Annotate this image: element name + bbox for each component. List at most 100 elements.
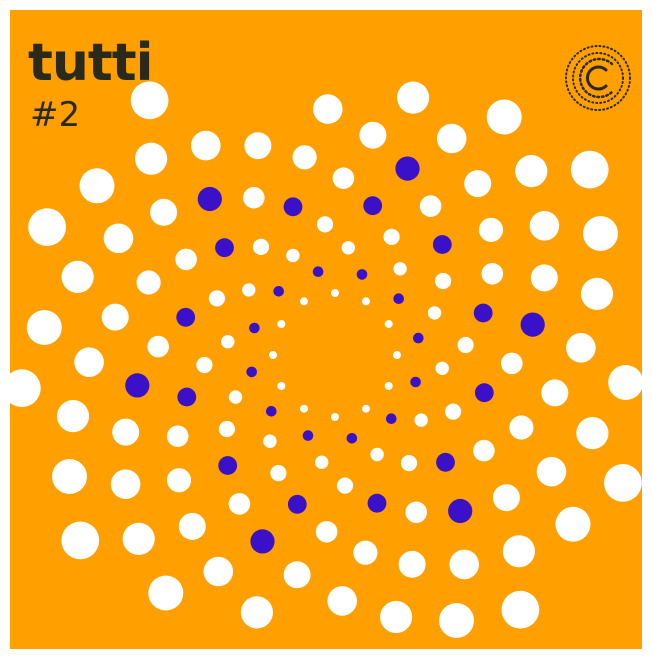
dot: [263, 435, 276, 448]
dot: [219, 421, 235, 437]
dot: [576, 417, 608, 449]
dot: [300, 405, 308, 413]
dot: [384, 229, 400, 245]
dot: [337, 478, 353, 494]
dot: [556, 507, 591, 542]
dot: [327, 586, 357, 616]
dot: [502, 591, 540, 629]
dot: [393, 293, 404, 304]
dot: [420, 195, 442, 217]
dot: [397, 82, 429, 114]
title: tutti: [28, 33, 152, 93]
dot: [123, 523, 155, 555]
dot: [331, 289, 339, 297]
dot: [303, 430, 314, 441]
dot: [315, 456, 328, 469]
dot: [244, 132, 271, 159]
dot: [521, 313, 545, 337]
dot: [353, 541, 377, 565]
dot: [362, 297, 370, 305]
dot: [333, 167, 355, 189]
dot: [393, 262, 406, 275]
dot: [608, 365, 643, 400]
dot: [246, 367, 257, 378]
dot: [131, 81, 169, 119]
dot: [399, 551, 426, 578]
dot: [102, 304, 129, 331]
dot: [112, 419, 139, 446]
dot: [104, 224, 134, 254]
dot: [363, 196, 382, 215]
dot: [479, 218, 503, 242]
dot: [537, 457, 567, 487]
dot: [196, 357, 212, 373]
dot: [111, 469, 141, 499]
dot: [385, 382, 393, 390]
dot: [204, 557, 234, 587]
dot: [474, 304, 493, 323]
dot: [28, 208, 66, 246]
dot: [313, 94, 343, 124]
dot: [448, 499, 472, 523]
dot: [137, 270, 161, 294]
dot: [357, 269, 368, 280]
dot: [604, 464, 642, 502]
dot: [571, 151, 609, 189]
dot: [277, 320, 285, 328]
dot: [191, 131, 221, 161]
dot: [331, 413, 339, 421]
dot: [293, 145, 317, 169]
dot: [215, 238, 234, 257]
dot: [464, 170, 491, 197]
dot: [135, 143, 167, 175]
dot: [380, 601, 412, 633]
dot: [503, 535, 535, 567]
dot: [433, 235, 452, 254]
dot: [52, 459, 87, 494]
dot: [198, 187, 222, 211]
dot: [566, 333, 596, 363]
dot: [241, 596, 273, 628]
dot: [250, 529, 274, 553]
dot: [415, 413, 428, 426]
dot: [515, 155, 547, 187]
dot: [428, 306, 441, 319]
dot: [221, 335, 234, 348]
dot: [3, 369, 41, 407]
dot: [286, 249, 299, 262]
dot: [61, 522, 99, 560]
dot: [317, 216, 333, 232]
dot: [386, 413, 397, 424]
dot: [147, 336, 169, 358]
dot: [277, 382, 285, 390]
dot: [395, 157, 419, 181]
dot: [270, 465, 286, 481]
dot: [80, 168, 115, 203]
dot: [269, 351, 277, 359]
dot: [501, 353, 523, 375]
dot: [487, 100, 522, 135]
dot: [62, 261, 94, 293]
dot: [583, 216, 618, 251]
dot: [74, 347, 104, 377]
dot: [284, 197, 303, 216]
dot: [362, 405, 370, 413]
dot: [342, 241, 355, 254]
dot: [347, 433, 358, 444]
dot: [266, 406, 277, 417]
dot: [176, 308, 195, 327]
dot: [175, 249, 197, 271]
dot: [410, 377, 421, 388]
dot: [148, 576, 183, 611]
dot: [370, 448, 383, 461]
dot: [253, 239, 269, 255]
dot: [436, 362, 449, 375]
subtitle: #2: [30, 95, 80, 135]
dot: [509, 415, 533, 439]
dot: [541, 379, 568, 406]
dot: [150, 199, 177, 226]
dot: [313, 266, 324, 277]
dot: [288, 495, 307, 514]
dot: [530, 211, 560, 241]
dot: [531, 264, 558, 291]
